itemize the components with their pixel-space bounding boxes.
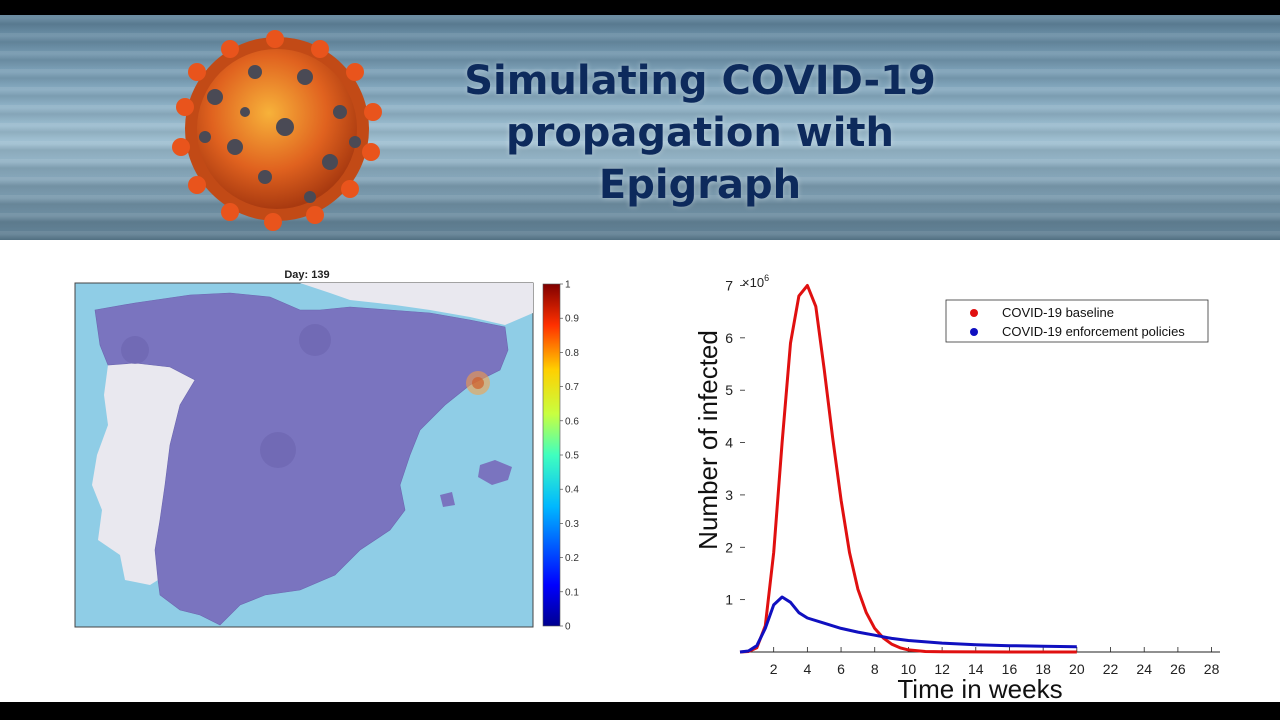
y-tick-label: 5	[725, 382, 733, 398]
coronavirus-illustration	[172, 30, 382, 231]
x-tick-label: 12	[934, 661, 950, 677]
colorbar-tick-label: 0.9	[565, 314, 579, 325]
banner: Simulating COVID-19 propagation with Epi…	[0, 15, 1280, 240]
banner-title-line-1: Simulating COVID-19	[464, 58, 936, 104]
x-tick-label: 22	[1103, 661, 1119, 677]
x-tick-label: 20	[1069, 661, 1085, 677]
colorbar-tick-label: 0.7	[565, 382, 579, 393]
legend-marker-enforcement	[970, 328, 978, 336]
y-tick-label: 4	[725, 435, 733, 451]
map-hotspot-madrid	[260, 432, 296, 468]
map-portugal	[92, 363, 195, 585]
x-tick-label: 16	[1002, 661, 1018, 677]
map-spain	[94, 292, 509, 626]
colorbar-tick-label: 0.5	[565, 451, 579, 462]
colorbar-tick-label: 0.8	[565, 348, 579, 359]
legend-box	[945, 299, 1209, 343]
colorbar-gradient	[542, 283, 561, 627]
colorbar-tick-label: 1	[565, 280, 571, 291]
y-tick-label: 3	[725, 487, 733, 503]
x-axis-label: Time in weeks	[897, 674, 1062, 702]
y-tick-label: 1	[725, 592, 733, 608]
colorbar-tick-label: 0	[565, 622, 571, 633]
x-tick-label: 10	[901, 661, 917, 677]
legend-label-baseline: COVID-19 baseline	[1002, 305, 1114, 320]
y-tick-label: 6	[725, 330, 733, 346]
y-tick-label: 7	[725, 277, 733, 293]
x-tick-label: 14	[968, 661, 984, 677]
x-tick-label: 8	[871, 661, 879, 677]
legend-label-enforcement: COVID-19 enforcement policies	[1002, 324, 1185, 339]
colorbar-tick-label: 0.4	[565, 485, 579, 496]
banner-title-line-2: propagation with	[505, 110, 895, 156]
y-multiplier: ×106	[742, 273, 769, 290]
y-multiplier-exponent: 6	[764, 273, 769, 283]
map-plot	[74, 282, 534, 628]
map-title: Day: 139	[284, 269, 329, 281]
x-tick-label: 4	[803, 661, 811, 677]
y-multiplier-label: ×10	[742, 275, 764, 290]
colorbar-tick-label: 0.1	[565, 587, 579, 598]
colorbar-tick-label: 0.6	[565, 416, 579, 427]
series-line-enforcement	[739, 595, 1077, 654]
x-tick-label: 18	[1035, 661, 1051, 677]
x-tick-label: 2	[770, 661, 778, 677]
banner-title: Simulating COVID-19 propagation with Epi…	[400, 55, 1000, 211]
x-tick-label: 24	[1136, 661, 1152, 677]
series-line-baseline	[739, 284, 1077, 654]
chart-series	[739, 284, 1077, 654]
map-balearic-islands	[440, 460, 512, 507]
map-hotspot-bilbao	[299, 324, 331, 356]
banner-title-line-3: Epigraph	[598, 162, 802, 208]
colorbar-tick-label: 0.3	[565, 519, 579, 530]
legend: COVID-19 baseline COVID-19 enforcement p…	[945, 299, 1209, 343]
legend-marker-baseline	[970, 309, 978, 317]
map-panel: Day: 139	[74, 269, 579, 633]
map-france	[300, 283, 533, 325]
y-axis-label: Number of infected	[693, 330, 723, 550]
x-tick-label: 6	[837, 661, 845, 677]
y-tick-label: 2	[725, 539, 733, 555]
x-tick-label: 28	[1204, 661, 1220, 677]
x-tick-label: 26	[1170, 661, 1186, 677]
colorbar-tick-label: 0.2	[565, 553, 579, 564]
video-frame: Simulating COVID-19 propagation with Epi…	[0, 15, 1280, 702]
colorbar: 1 0.9 0.8 0.7 0.6 0.5 0.4 0.3 0.2 0.1 0	[542, 280, 579, 633]
map-hotspot-galicia	[121, 336, 149, 364]
